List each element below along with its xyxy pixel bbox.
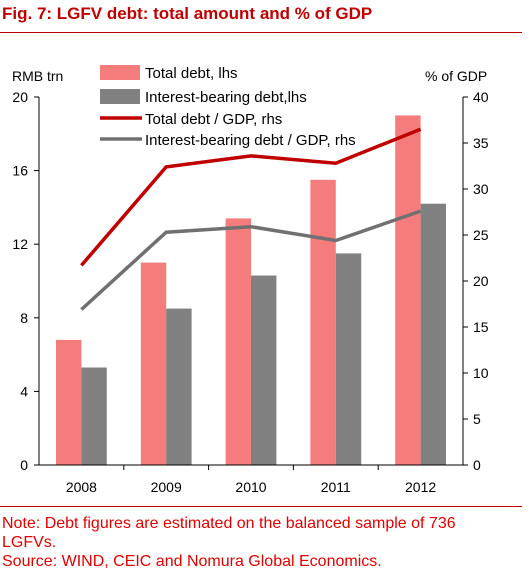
chart-area: 0 4 8 12 16 20 0 5 10 15 20 25 30 35 40 2008 2009 2010 201… — [12, 65, 489, 495]
legend-swatch-total-debt — [100, 65, 140, 80]
bar-interest-debt-2011 — [335, 253, 362, 465]
bar-interest-debt-2012 — [420, 203, 446, 465]
axes-layer: 0 4 8 12 16 20 0 5 10 15 20 25 30 35 40 2008 2009 2010 201… — [12, 68, 489, 495]
notes-rule — [0, 506, 522, 507]
right-tick-label: 20 — [473, 273, 489, 289]
left-tick-label: 20 — [12, 89, 28, 105]
figure-title: Fig. 7: LGFV debt: total amount and % of… — [2, 4, 373, 23]
right-tick-label: 0 — [473, 457, 481, 473]
note-line-1: Note: Debt figures are estimated on the … — [2, 515, 456, 532]
right-tick-label: 25 — [473, 227, 489, 243]
title-rule — [0, 32, 522, 33]
x-tick-label-2012: 2012 — [405, 479, 436, 495]
right-tick-label: 5 — [473, 411, 481, 427]
right-tick-label: 10 — [473, 365, 489, 381]
legend-label: Interest-bearing debt,lhs — [145, 89, 307, 106]
bars-layer — [56, 115, 446, 466]
line-total-debt-gdp — [80, 127, 422, 267]
left-tick-label: 12 — [12, 236, 28, 252]
left-axis-title: RMB trn — [12, 68, 63, 84]
legend-label: Interest-bearing debt / GDP, rhs — [145, 132, 356, 149]
note-line-2: LGFVs. — [2, 534, 57, 551]
left-tick-label: 4 — [20, 383, 28, 399]
right-tick-label: 30 — [473, 181, 489, 197]
left-tick-label: 16 — [12, 163, 28, 179]
bar-total-debt-2011 — [310, 179, 336, 466]
legend-swatch-interest-debt — [100, 89, 140, 104]
bar-total-debt-2008 — [56, 339, 82, 465]
bar-total-debt-2012 — [395, 115, 421, 466]
bar-interest-debt-2010 — [251, 275, 277, 465]
bar-interest-debt-2009 — [166, 308, 192, 465]
x-tick-label-2011: 2011 — [321, 479, 351, 495]
legend-label: Total debt, lhs — [145, 65, 238, 82]
legend-label: Total debt / GDP, rhs — [145, 111, 282, 128]
notes-block: Note: Debt figures are estimated on the … — [2, 514, 524, 571]
x-tick-label-2008: 2008 — [66, 479, 97, 495]
legend: Total debt, lhs Interest-bearing debt,lhs… — [100, 65, 356, 149]
right-tick-label: 15 — [473, 319, 489, 335]
bar-interest-debt-2008 — [81, 367, 107, 465]
lines-layer — [80, 127, 422, 311]
line-interest-debt-gdp — [80, 209, 422, 311]
right-tick-label: 40 — [473, 89, 489, 105]
right-axis-title: % of GDP — [425, 68, 487, 84]
right-tick-label: 35 — [473, 135, 489, 151]
left-tick-label: 0 — [20, 457, 28, 473]
left-tick-label: 8 — [20, 310, 28, 326]
bar-total-debt-2009 — [140, 262, 167, 465]
x-tick-label-2010: 2010 — [235, 479, 266, 495]
bar-total-debt-2010 — [225, 218, 251, 465]
source-line: Source: WIND, CEIC and Nomura Global Eco… — [2, 553, 382, 570]
x-tick-label-2009: 2009 — [151, 479, 182, 495]
